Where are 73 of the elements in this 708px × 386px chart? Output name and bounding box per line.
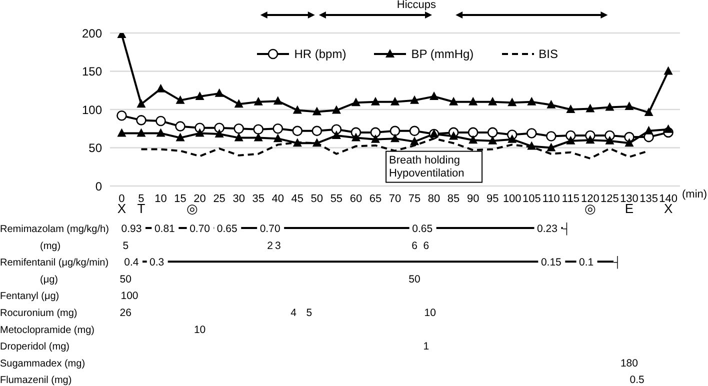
x-tick-label: 50 — [310, 192, 324, 205]
text: 3 — [274, 240, 281, 252]
y-tick-label: 50 — [88, 141, 102, 156]
text: 10 — [194, 324, 206, 336]
x-tick-label: 80 — [428, 192, 440, 205]
text: 6 — [412, 240, 418, 252]
x-tick-label: 90 — [466, 192, 480, 205]
text: 100 — [120, 290, 138, 302]
text: 0.65 — [216, 223, 238, 235]
text: (mg) — [40, 240, 61, 252]
x-tick-label: 65 — [369, 192, 382, 205]
text: 5 — [306, 307, 312, 319]
y-tick-label: 100 — [82, 102, 102, 117]
x-tick-label: 85 — [447, 192, 460, 205]
x-axis-title: (min) — [682, 188, 708, 200]
text: 5 — [122, 240, 129, 252]
x-tick-label: 45 — [291, 192, 304, 205]
text: 0.81 — [154, 223, 176, 235]
text: 2 — [267, 240, 274, 252]
text: Sugammadex (mg) — [0, 358, 86, 370]
text: 0.93 — [121, 223, 142, 235]
x-tick-label: 55 — [330, 192, 343, 205]
x-tick-label: 105 — [522, 192, 541, 205]
text: 6 — [423, 240, 430, 252]
text: 0.70 — [190, 223, 210, 235]
text: Hiccups — [396, 0, 437, 11]
x-tick-label: 10 — [154, 192, 167, 205]
x-tick-label: 95 — [486, 192, 499, 205]
x-tick-label: 100 — [502, 192, 522, 205]
x-tick-label: 60 — [350, 192, 362, 205]
y-tick-label: 200 — [82, 26, 102, 40]
x-tick-label: 15 — [174, 192, 186, 205]
text: 50 — [120, 273, 132, 286]
text: 50 — [408, 273, 421, 286]
text: 4 — [290, 307, 297, 319]
x-tick-label: 30 — [232, 192, 245, 205]
text: Droperidol (mg) — [0, 342, 70, 353]
text: 0.65 — [412, 223, 433, 235]
legend-label: BP (mmHg) — [411, 47, 474, 61]
text: 26 — [120, 307, 132, 319]
text: 0.23 — [537, 223, 558, 235]
x-tick-label: 35 — [252, 192, 264, 205]
text: 10 — [424, 307, 436, 319]
legend-label: BIS — [538, 47, 558, 61]
text: ┤ — [562, 222, 571, 236]
x-tick-label: 115 — [562, 192, 580, 205]
legend-label: HR (bpm) — [294, 47, 346, 61]
text: 1 — [423, 340, 430, 353]
text: Metoclopramide (mg) — [0, 324, 94, 336]
text: 0.5 — [630, 374, 645, 386]
x-tick-label: 75 — [408, 192, 421, 205]
x-tick-label: 110 — [542, 192, 560, 205]
x-tick-label: 125 — [600, 192, 619, 205]
text: 180 — [620, 357, 638, 370]
text: 0.1 — [578, 256, 594, 269]
text: Flumazenil (mg) — [0, 375, 72, 386]
x-tick-label: 135 — [640, 192, 658, 205]
text: 0.15 — [540, 256, 562, 269]
text: (μg) — [40, 274, 58, 286]
y-tick-label: 0 — [95, 179, 102, 194]
x-tick-label: 25 — [213, 192, 226, 205]
annotation: Breath holding Hypoventilation — [389, 154, 464, 180]
text: Rocuronium (mg) — [0, 308, 78, 319]
x-tick-label: 40 — [272, 192, 284, 205]
x-tick-label: 70 — [388, 192, 402, 205]
text: 0.4 — [124, 256, 139, 269]
text: Fentanyl (μg) — [0, 291, 60, 302]
text: ┤ — [612, 256, 622, 270]
text: 0.3 — [150, 256, 164, 269]
y-tick-label: 150 — [82, 64, 102, 79]
text: Remimazolam (mg/kg/h) — [0, 224, 109, 235]
text: 0.70 — [260, 223, 280, 235]
text: Remifentanil (μg/kg/min) — [0, 258, 109, 269]
